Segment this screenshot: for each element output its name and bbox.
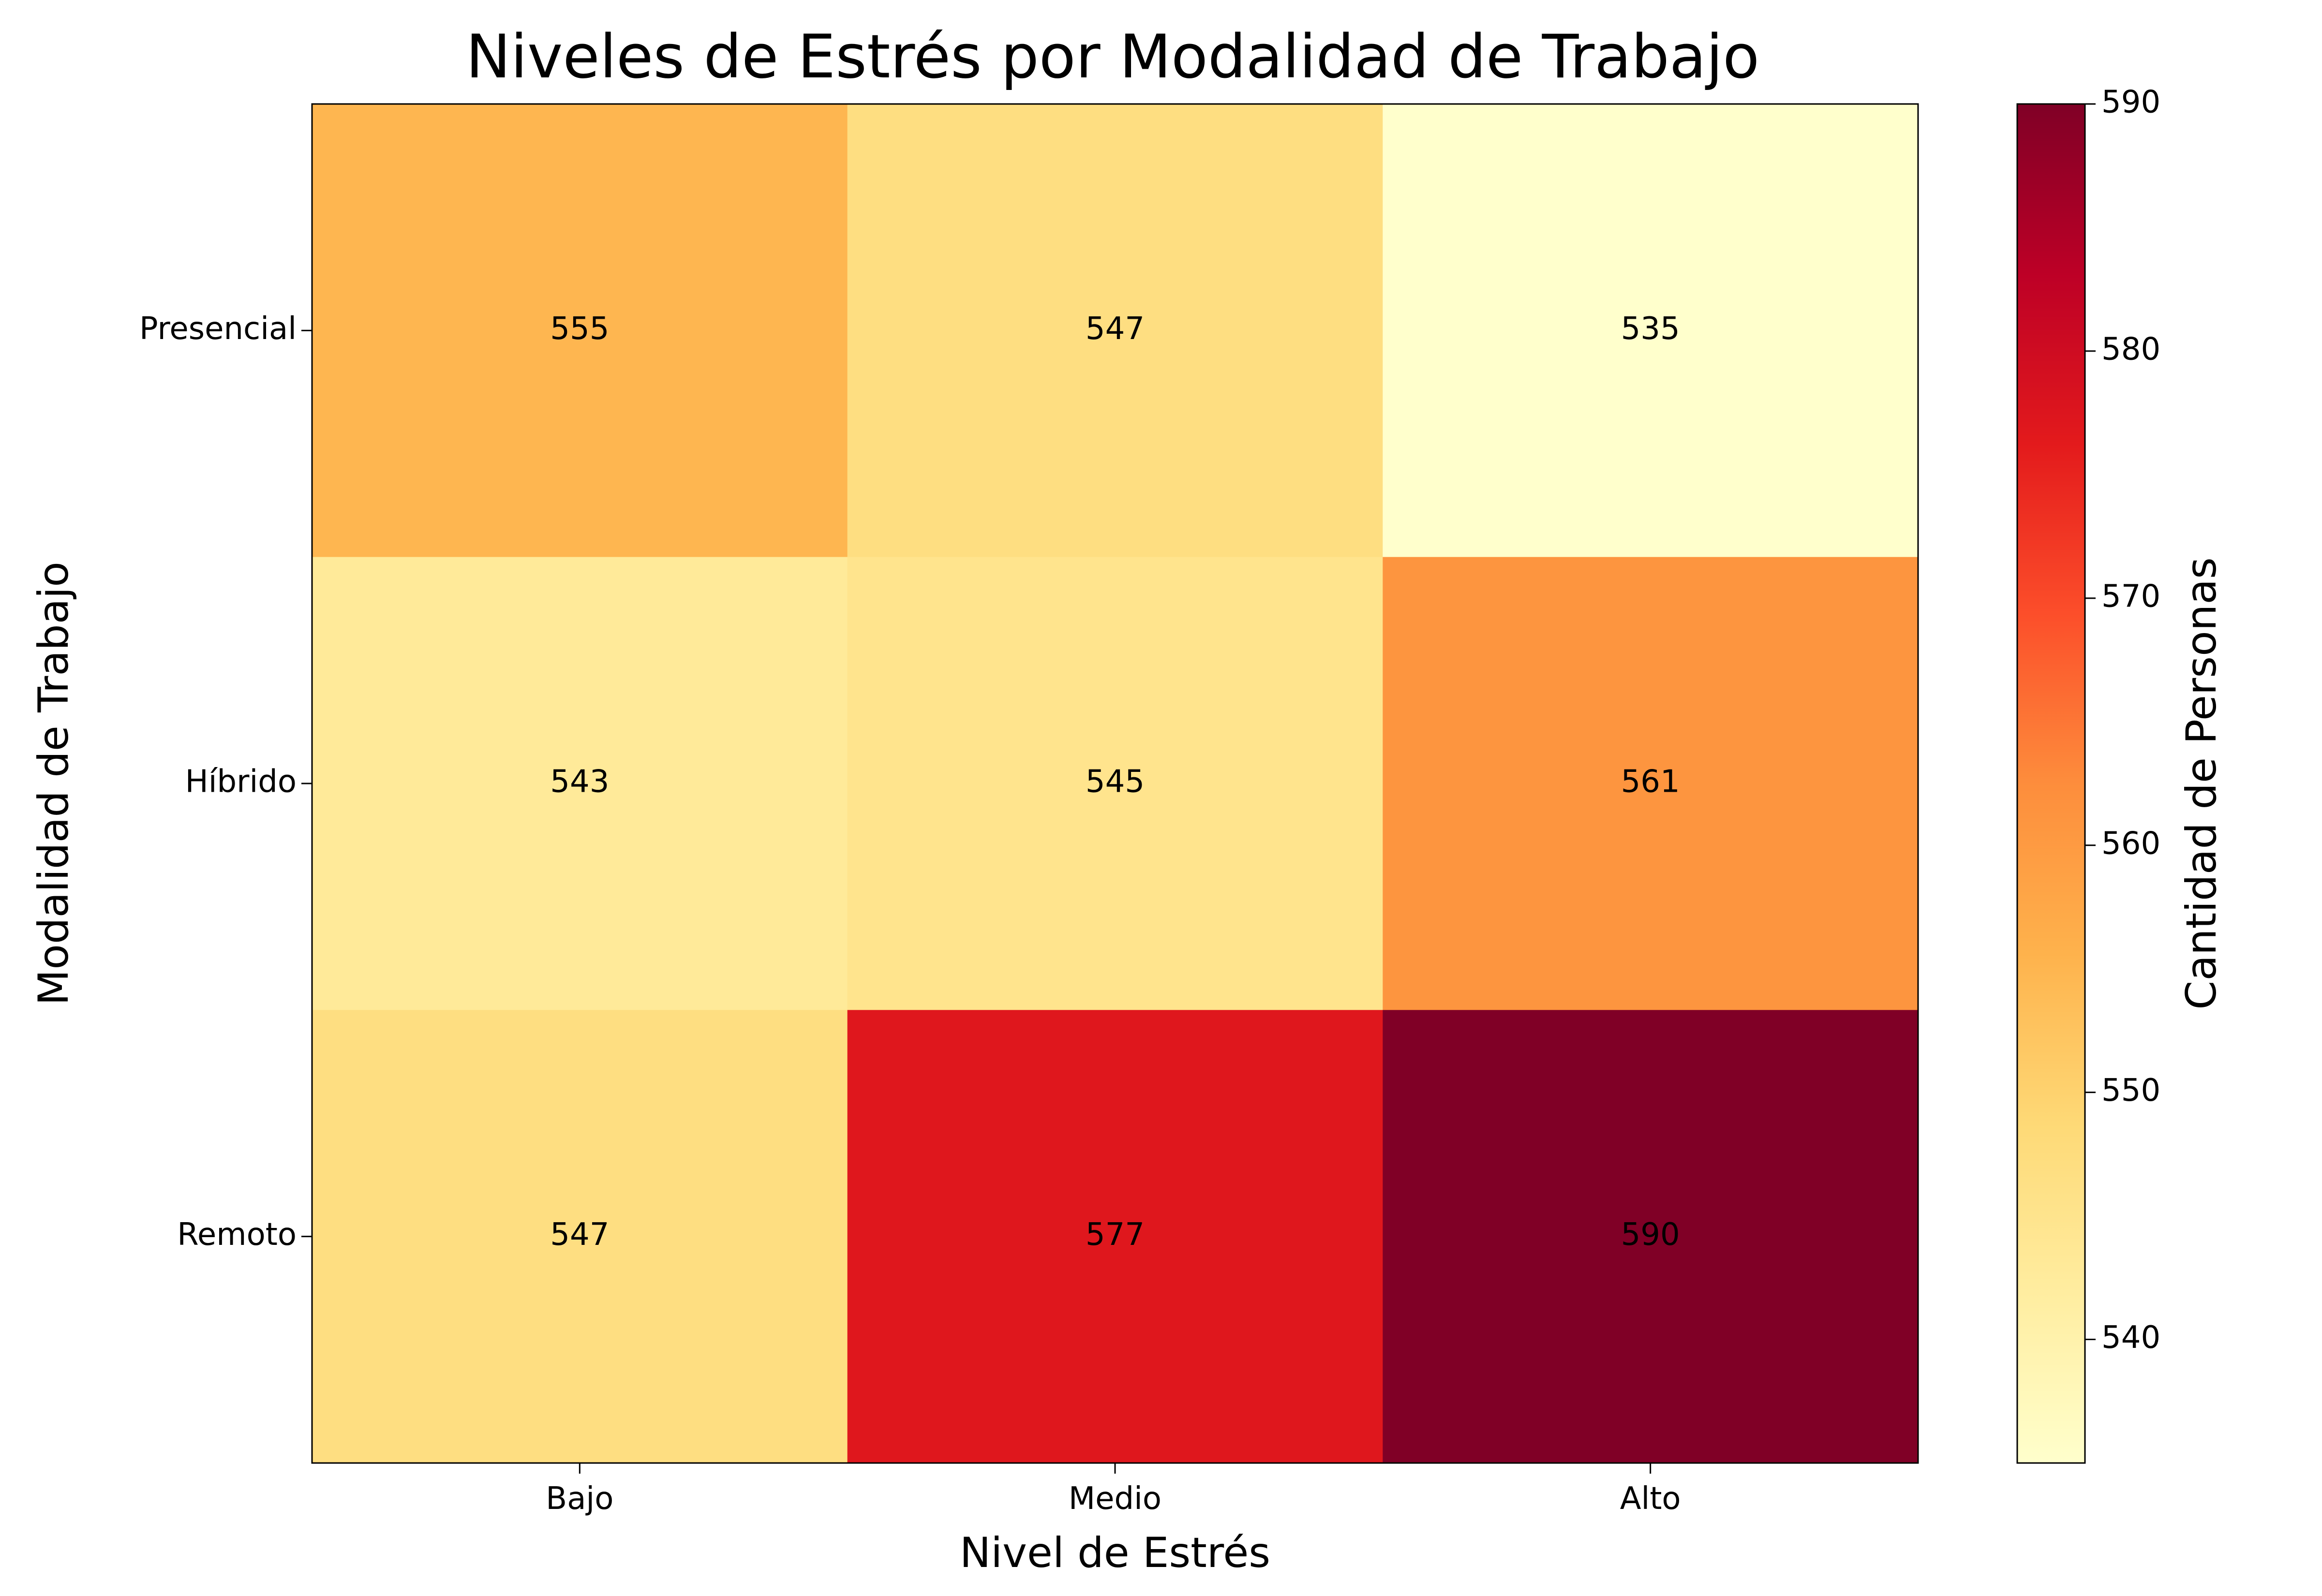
x-tick-label: Bajo [546,1481,613,1517]
colorbar-tick-label: 570 [2101,578,2160,614]
y-tick-label: Remoto [177,1217,297,1253]
colorbar-ticks: 540 550 560 570 580 590 [2085,85,2160,1356]
colorbar-tick-label: 550 [2101,1073,2160,1108]
heatmap-cells: 555 547 535 543 545 561 547 577 590 [312,104,1919,1463]
heatmap-cell [1383,1010,1919,1463]
cell-value-label: 543 [550,764,609,800]
colorbar-tick-label: 580 [2101,331,2160,367]
x-axis-ticks: Bajo Medio Alto [546,1463,1681,1517]
heatmap-cell [847,557,1383,1010]
cell-value-label: 590 [1621,1217,1680,1253]
heatmap-cell [312,104,848,558]
cell-value-label: 561 [1621,764,1680,800]
heatmap-cell [847,1010,1383,1463]
colorbar-tick-label: 560 [2101,826,2160,861]
y-tick-label: Híbrido [185,764,297,800]
colorbar-label: Cantidad de Personas [2177,557,2226,1009]
x-tick-label: Medio [1069,1481,1161,1517]
colorbar-tick-label: 540 [2101,1320,2160,1356]
cell-value-label: 547 [1086,311,1145,347]
x-tick-label: Alto [1620,1481,1681,1517]
cell-value-label: 547 [550,1217,609,1253]
cell-value-label: 545 [1086,764,1145,800]
heatmap-cell [312,1010,848,1463]
y-tick-label: Presencial [139,311,297,347]
cell-value-label: 577 [1086,1217,1145,1253]
cell-value-label: 555 [550,311,609,347]
heatmap-cell [847,104,1383,558]
x-axis-label: Nivel de Estrés [960,1529,1270,1577]
heatmap-cell [312,557,848,1010]
heatmap-cell [1383,557,1919,1010]
y-axis-label: Modalidad de Trabajo [30,562,78,1005]
colorbar [2016,103,2086,1464]
colorbar-tick-label: 590 [2101,85,2160,120]
heatmap-cell [1383,104,1919,558]
y-axis-ticks: Presencial Híbrido Remoto [139,311,312,1253]
cell-value-label: 535 [1621,311,1680,347]
chart-title: Niveles de Estrés por Modalidad de Traba… [466,22,1759,92]
